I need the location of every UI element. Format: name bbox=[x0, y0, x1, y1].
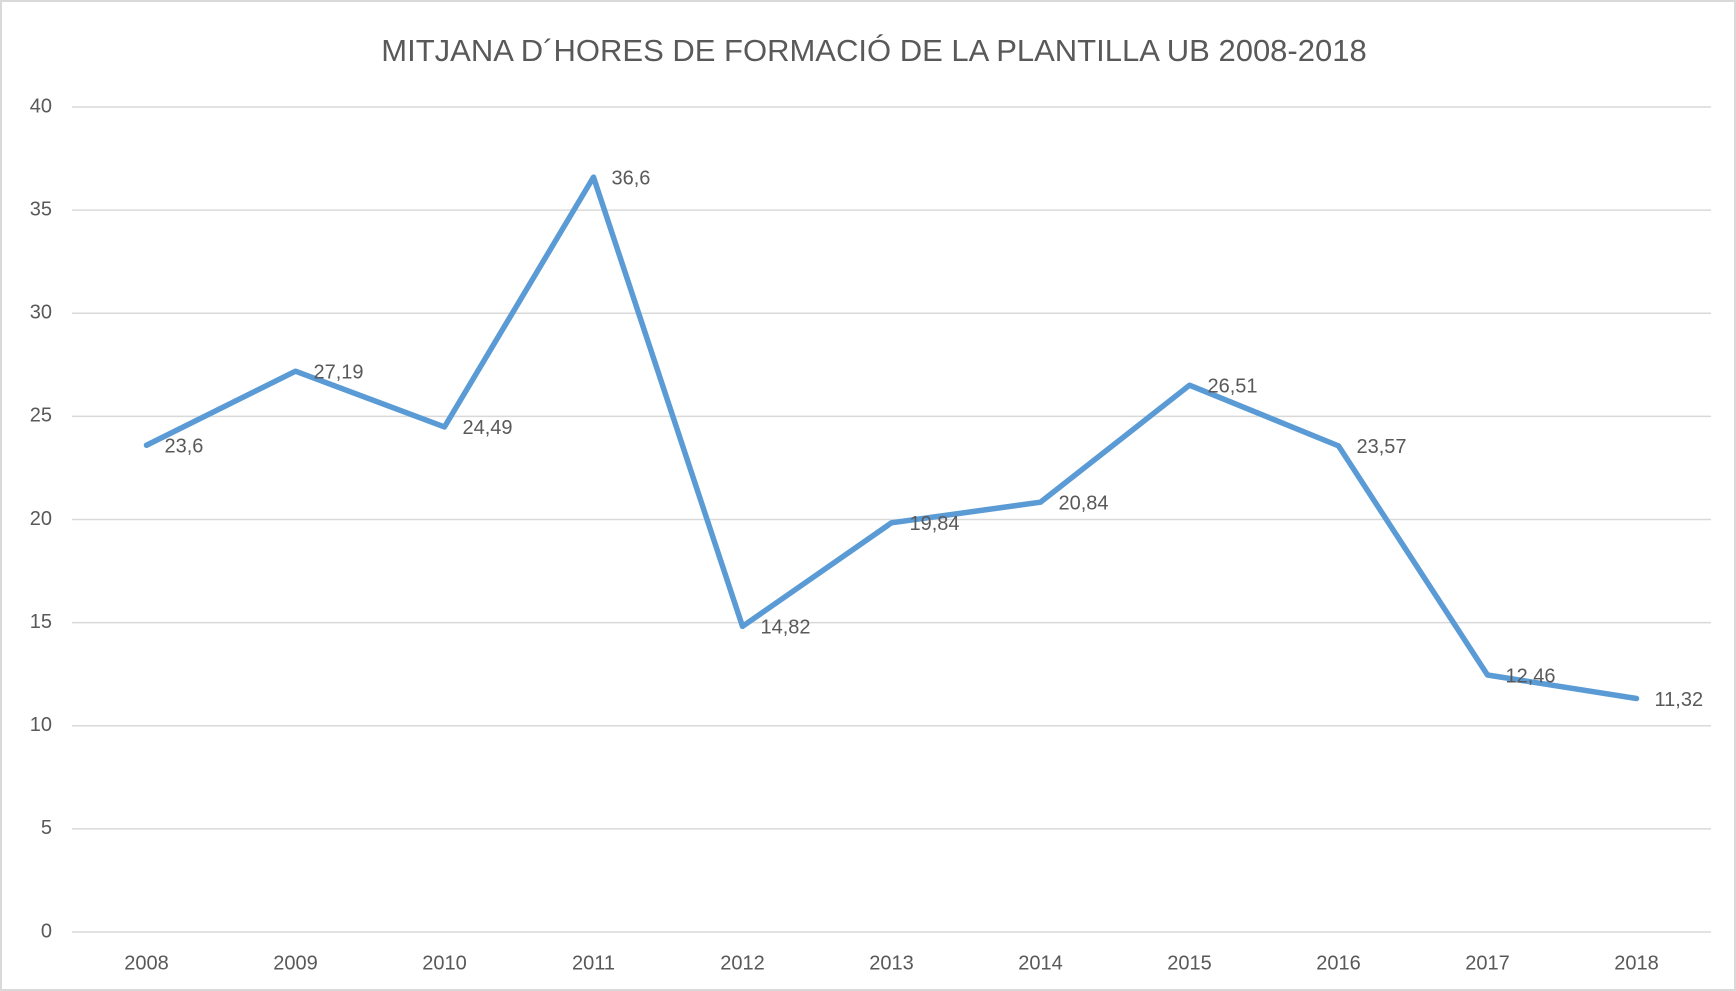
x-tick-label: 2018 bbox=[1614, 952, 1659, 974]
data-label: 11,32 bbox=[1655, 689, 1704, 711]
data-label: 26,51 bbox=[1208, 376, 1258, 398]
data-label: 12,46 bbox=[1506, 665, 1556, 687]
y-tick-label: 20 bbox=[30, 508, 52, 530]
data-label: 19,84 bbox=[910, 513, 960, 535]
data-label: 36,6 bbox=[612, 167, 651, 189]
x-tick-label: 2017 bbox=[1465, 952, 1510, 974]
y-tick-label: 0 bbox=[41, 920, 52, 942]
y-tick-label: 30 bbox=[30, 302, 52, 324]
x-tick-label: 2014 bbox=[1018, 952, 1063, 974]
x-tick-label: 2011 bbox=[572, 952, 615, 974]
y-tick-label: 40 bbox=[30, 95, 52, 117]
x-tick-label: 2013 bbox=[869, 952, 914, 974]
x-tick-label: 2008 bbox=[124, 952, 169, 974]
x-tick-label: 2015 bbox=[1167, 952, 1212, 974]
y-tick-label: 5 bbox=[41, 817, 52, 839]
y-tick-label: 25 bbox=[30, 405, 52, 427]
series-line bbox=[143, 174, 1640, 702]
data-label: 23,57 bbox=[1357, 436, 1407, 458]
data-label: 14,82 bbox=[761, 617, 811, 639]
x-tick-label: 2009 bbox=[273, 952, 318, 974]
data-label: 23,6 bbox=[165, 436, 204, 458]
chart-title: MITJANA D´HORES DE FORMACIÓ DE LA PLANTI… bbox=[381, 33, 1366, 68]
y-tick-label: 35 bbox=[30, 198, 52, 220]
y-tick-label: 10 bbox=[30, 714, 52, 736]
x-tick-label: 2016 bbox=[1316, 952, 1361, 974]
x-tick-label: 2012 bbox=[720, 952, 765, 974]
data-label: 20,84 bbox=[1059, 492, 1109, 514]
x-tick-label: 2010 bbox=[422, 952, 467, 974]
y-tick-label: 15 bbox=[30, 611, 52, 633]
data-label: 24,49 bbox=[463, 417, 513, 439]
data-label: 27,19 bbox=[314, 361, 364, 383]
